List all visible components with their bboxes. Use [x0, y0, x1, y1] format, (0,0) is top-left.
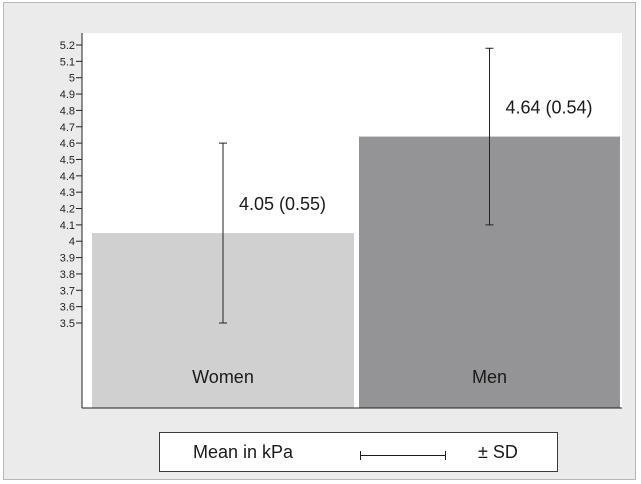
y-tick-label: 3.5: [60, 318, 75, 330]
y-tick-label: 5.2: [60, 40, 75, 52]
y-tick-label: 4.7: [60, 122, 75, 134]
y-tick-label: 3.7: [60, 285, 75, 297]
legend-mean-label: Mean in kPa: [193, 442, 294, 462]
y-tick-label: 4.3: [60, 187, 75, 199]
chart-figure: 3.5 3.6 3.7 3.8 3.9 4 4.1 4.2 4.3 4.4 4.5 4.6 4.7 4.8…: [3, 2, 636, 480]
error-bar-women: [219, 142, 227, 324]
chart-svg: 3.5 3.6 3.7 3.8 3.9 4 4.1 4.2 4.3 4.4 4.5 4.6 4.7 4.8…: [60, 33, 622, 409]
legend-sd-label: ± SD: [478, 442, 518, 462]
y-tick-label: 4.4: [60, 171, 75, 183]
y-tick-label: 3.8: [60, 269, 75, 281]
y-tick-label: 5.1: [60, 56, 75, 68]
y-tick-label: 3.6: [60, 302, 75, 314]
y-tick-label: 4.9: [60, 89, 75, 101]
legend: Mean in kPa ± SD: [159, 432, 558, 472]
y-tick-label: 4.1: [60, 220, 75, 232]
y-tick-label: 4.8: [60, 105, 75, 117]
y-tick-label: 5: [69, 73, 75, 85]
error-bars-layer: [219, 47, 494, 324]
y-axis: 3.5 3.6 3.7 3.8 3.9 4 4.1 4.2 4.3 4.4 4.5 4.6 4.7 4.8…: [60, 33, 622, 409]
y-tick-label: 4: [69, 236, 75, 248]
y-tick-label: 4.5: [60, 154, 75, 166]
labels-layer: 4.05 (0.55) 4.64 (0.54) Women Men: [192, 98, 592, 387]
legend-sd-symbol: [360, 451, 446, 460]
data-label-men: 4.64 (0.54): [506, 98, 593, 118]
category-label-women: Women: [192, 367, 254, 387]
y-tick-label: 4.6: [60, 138, 75, 150]
y-tick-label: 4.2: [60, 204, 75, 216]
category-label-men: Men: [472, 367, 507, 387]
y-tick-label: 3.9: [60, 253, 75, 265]
data-label-women: 4.05 (0.55): [239, 194, 326, 214]
error-bar-men: [485, 47, 494, 226]
